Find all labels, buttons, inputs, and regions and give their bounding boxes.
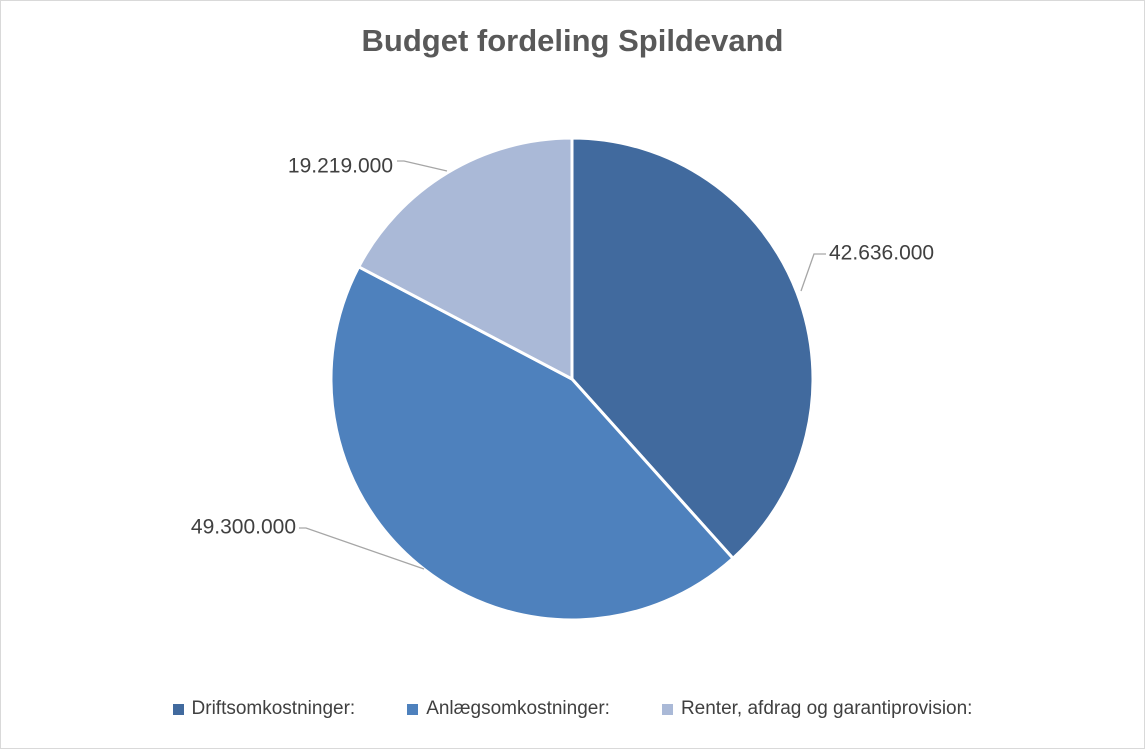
chart-legend: Driftsomkostninger: Anlægsomkostninger: … <box>1 698 1144 720</box>
slice-renter-afdrag-garantiprovision <box>357 136 574 381</box>
chart-title: Budget fordeling Spildevand <box>361 23 784 58</box>
leader-line <box>800 253 826 292</box>
data-label-renter-afdrag-garantiprovision: 19.219.000 <box>288 155 393 178</box>
slice-driftsomkostninger <box>570 136 815 560</box>
legend-swatch <box>407 703 419 715</box>
leader-line <box>397 160 448 172</box>
legend-swatch <box>661 703 673 715</box>
data-label-anlaegsomkostninger: 49.300.000 <box>191 516 296 539</box>
legend-label: Anlægsomkostninger: <box>426 698 610 719</box>
legend-label: Driftsomkostninger: <box>191 698 356 719</box>
data-label-driftsomkostninger: 42.636.000 <box>829 242 934 265</box>
legend-item-renter-afdrag-garantiprovision: Renter, afdrag og garantiprovision: <box>661 698 973 720</box>
legend-label: Renter, afdrag og garantiprovision: <box>680 698 973 719</box>
legend-item-driftsomkostninger: Driftsomkostninger: <box>172 698 356 720</box>
legend-swatch <box>172 703 184 715</box>
leader-line <box>299 527 425 570</box>
legend-item-anlaegsomkostninger: Anlægsomkostninger: <box>407 698 610 720</box>
